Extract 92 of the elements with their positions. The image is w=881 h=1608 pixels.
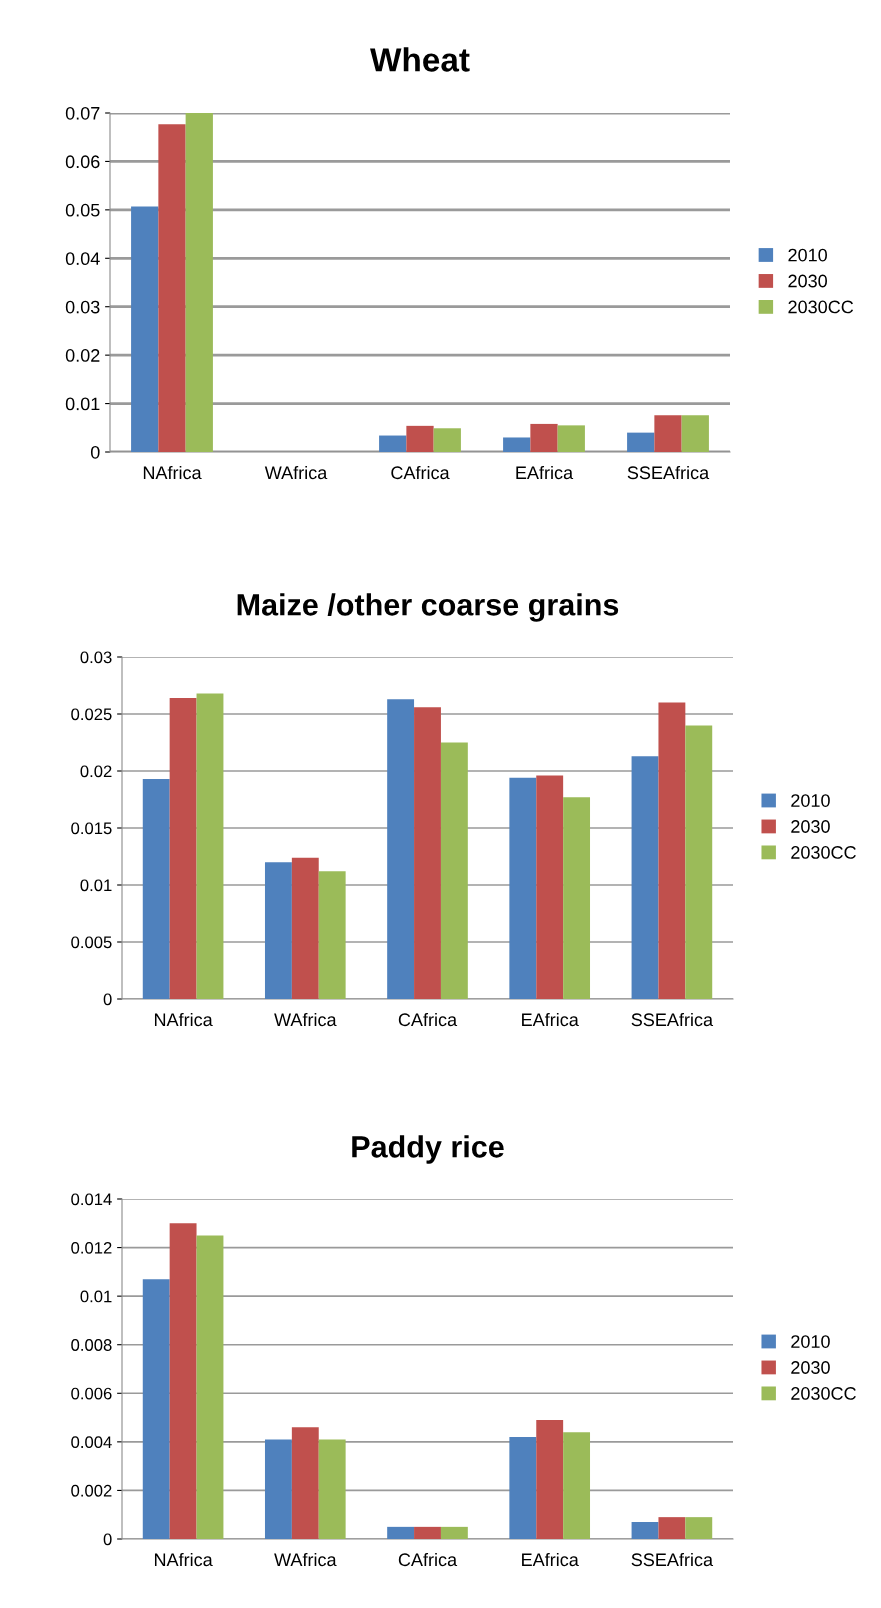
y-tick-label: 0.012 (71, 1241, 112, 1254)
y-tick-label: 0.05 (65, 203, 100, 217)
x-tick-label: CAfrica (398, 1012, 458, 1027)
bar (536, 1420, 564, 1539)
bar (557, 425, 585, 452)
bar (627, 432, 655, 452)
x-tick-label: WAfrica (274, 1552, 337, 1567)
x-tick-label: SSEAfrica (631, 1552, 714, 1567)
y-tick-label: 0.025 (71, 708, 112, 721)
bar (503, 437, 531, 452)
bar (414, 1526, 441, 1539)
bar (379, 435, 407, 452)
y-tick-label: 0.004 (71, 1436, 112, 1449)
bar (291, 857, 319, 999)
y-tick-label: 0 (90, 445, 100, 459)
bar (631, 1522, 659, 1539)
x-tick-label: CAfrica (398, 1552, 458, 1567)
y-tick-label: 0.06 (65, 155, 100, 169)
bar (440, 1526, 468, 1539)
legend-label: 2030CC (791, 846, 856, 859)
bar (142, 778, 170, 999)
y-tick-label: 0.014 (71, 1193, 112, 1206)
bar (563, 1432, 591, 1539)
bar (563, 797, 591, 999)
bar (509, 1437, 537, 1539)
legend-label: 2030 (791, 1361, 830, 1374)
x-tick-label: WAfrica (274, 1012, 337, 1027)
y-tick-label: 0.002 (71, 1484, 112, 1497)
bar (685, 1517, 713, 1539)
x-tick-label: EAfrica (522, 1552, 579, 1567)
bar (681, 415, 709, 452)
x-tick-label: WAfrica (264, 465, 328, 480)
y-tick-label: 0.03 (65, 300, 100, 314)
bar (131, 206, 159, 452)
y-tick-label: 0.02 (65, 349, 100, 362)
bar (196, 693, 224, 999)
bar (433, 428, 461, 452)
bar (685, 725, 713, 999)
x-tick-label: CAfrica (391, 465, 450, 480)
legend-label: 2030 (791, 820, 830, 833)
y-tick-label: 0.01 (80, 1290, 112, 1303)
bar (414, 707, 441, 999)
x-tick-label: EAfrica (516, 465, 574, 480)
legend-label: 2010 (791, 1335, 830, 1348)
bar (387, 699, 415, 999)
legend-label: 2030 (788, 274, 827, 288)
y-tick-label: 0.07 (65, 106, 100, 120)
bar (291, 1427, 319, 1539)
chart-title: Maize /other coarse grains (237, 593, 619, 622)
y-tick-label: 0 (103, 1533, 112, 1546)
bar (196, 1235, 224, 1539)
legend-label: 2010 (788, 248, 827, 262)
bar (530, 423, 558, 452)
x-tick-label: EAfrica (522, 1012, 579, 1027)
x-tick-label: SSEAfrica (631, 1012, 714, 1027)
legend-label: 2030CC (791, 1387, 856, 1400)
y-tick-label: 0.006 (71, 1387, 112, 1400)
bar (536, 775, 564, 999)
y-tick-label: 0.015 (71, 822, 112, 835)
bar (185, 113, 213, 452)
y-tick-label: 0.04 (65, 252, 100, 266)
bar (318, 871, 346, 999)
x-tick-label: NAfrica (154, 1552, 213, 1567)
y-tick-label: 0 (103, 993, 112, 1006)
x-tick-label: NAfrica (143, 465, 202, 480)
y-tick-label: 0.01 (80, 879, 112, 892)
y-tick-label: 0.02 (80, 765, 112, 778)
y-tick-label: 0.01 (65, 397, 100, 411)
bar (654, 415, 682, 452)
bar (658, 702, 686, 999)
bar (631, 756, 659, 999)
bar (264, 862, 292, 999)
x-tick-label: NAfrica (154, 1012, 213, 1027)
bar (406, 425, 434, 452)
legend-label: 2010 (791, 794, 830, 807)
bar (658, 1517, 686, 1539)
bar (169, 1223, 197, 1539)
legend-label: 2030CC (788, 300, 854, 314)
bar (509, 777, 537, 999)
bar (142, 1279, 170, 1539)
bar (169, 698, 197, 999)
bar (158, 124, 186, 452)
bar (318, 1439, 346, 1539)
chart-title: Paddy rice (352, 1135, 504, 1164)
y-tick-label: 0.03 (80, 651, 112, 664)
bar (440, 742, 468, 999)
bar (264, 1439, 292, 1539)
bar (387, 1526, 415, 1539)
y-tick-label: 0.008 (71, 1339, 112, 1351)
y-tick-label: 0.005 (71, 936, 112, 949)
x-tick-label: SSEAfrica (627, 465, 710, 480)
chart-title: Wheat (370, 47, 470, 72)
